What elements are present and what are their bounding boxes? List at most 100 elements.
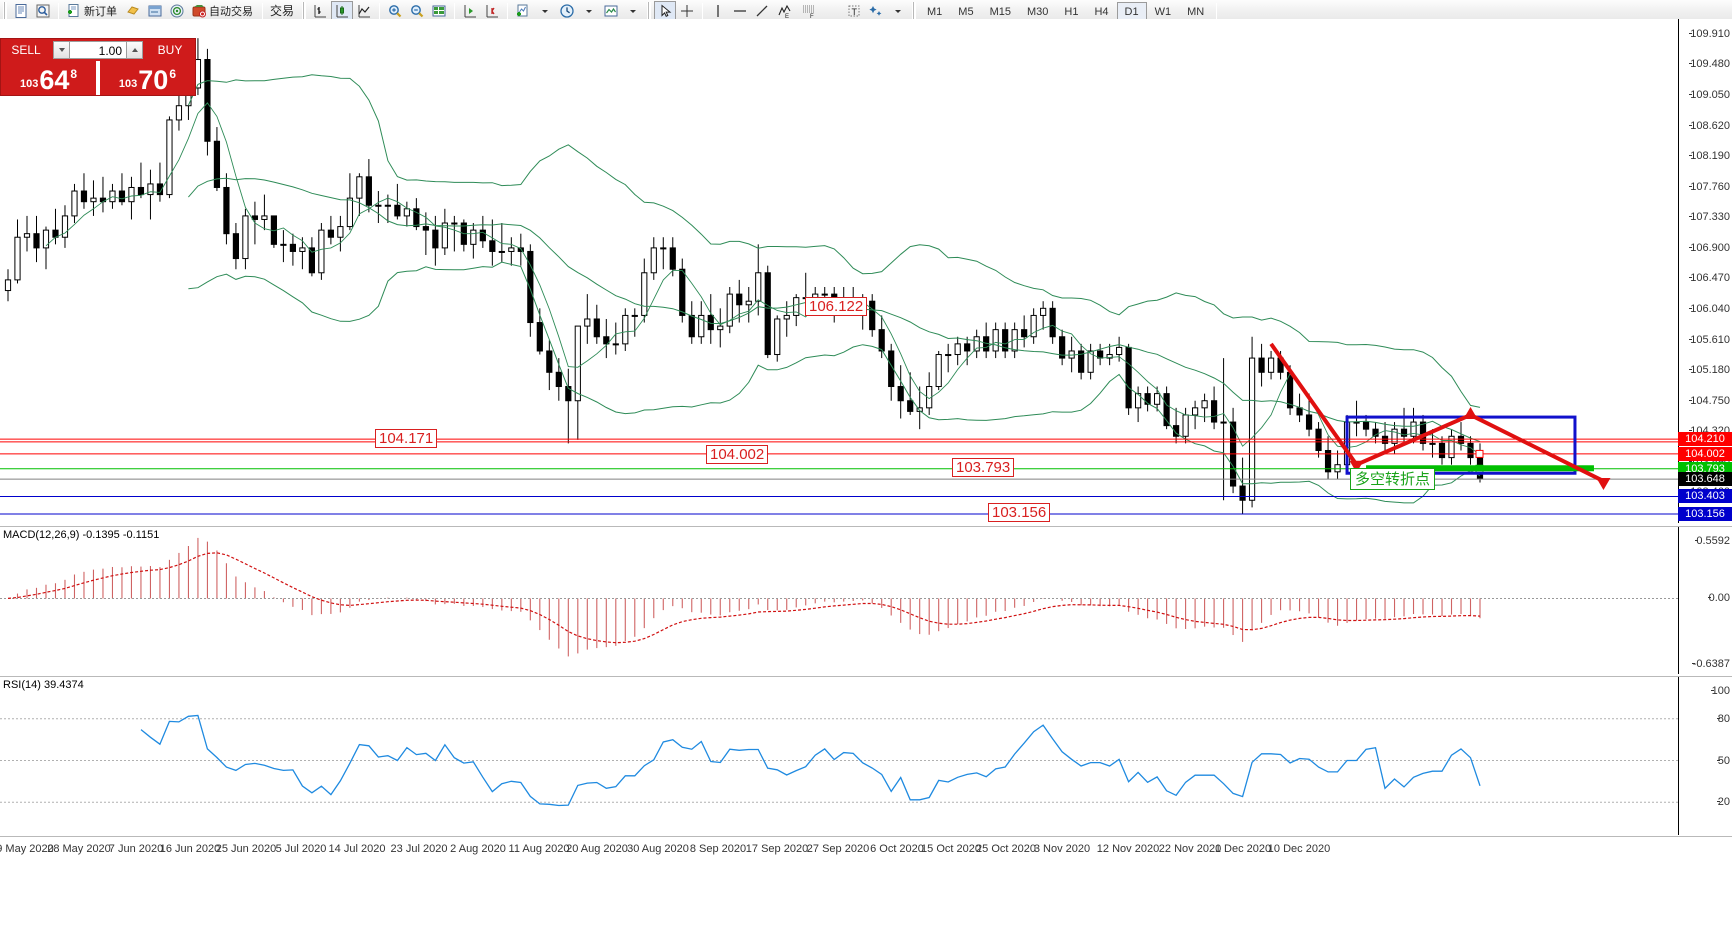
buy-button[interactable]: BUY [145,40,195,60]
timeframe-m5-button[interactable]: M5 [958,5,974,18]
line-chart-icon[interactable] [353,1,375,21]
price-divider [96,61,100,95]
time-axis-label: 12 Nov 2020 [1096,843,1160,855]
buy-price-display[interactable]: 103 70 6 [100,61,195,95]
current-price-label[interactable]: 103.648 [1678,472,1732,487]
resistance-label[interactable]: 104.210 [1678,432,1732,447]
rsi-axis[interactable]: 100 80 50 20 [1678,677,1732,835]
price-axis[interactable]: 109.910 109.480 109.050 108.620 108.190 107.7… [1678,19,1732,523]
periods-clock-icon[interactable] [556,1,578,21]
rsi-plot-area[interactable] [0,677,1678,835]
fibonacci-tool-icon[interactable]: F [797,1,821,21]
price-tick: 109.910 [1689,27,1730,40]
svg-text:F: F [810,14,814,19]
trade-tab-label: 交易 [270,4,295,18]
data-window-icon[interactable] [428,1,450,21]
zoom-in-icon[interactable] [384,1,406,21]
sell-price-integer: 103 [19,78,39,90]
time-axis-label: 9 May 2020 [0,843,54,855]
indicators-dropdown-arrow-icon[interactable] [534,1,556,21]
expert-advisors-icon[interactable] [122,1,144,21]
indicators-add-icon[interactable] [512,1,534,21]
tag-103156: 103.156 [988,503,1051,522]
rsi-tick: 50 [1716,754,1730,767]
new-chart-icon[interactable] [10,1,32,21]
elliott-wave-tool-icon[interactable]: E [773,1,797,21]
horizontal-line-tool-icon[interactable] [729,1,751,21]
toolbar-grip-2[interactable] [302,2,307,19]
price-chart-panel[interactable]: 106.122 104.171 104.002 103.793 103.156 … [0,19,1732,523]
vertical-line-tool-icon[interactable] [707,1,729,21]
time-axis[interactable]: 9 May 2020 28 May 2020 7 Jun 2020 16 Jun 20… [0,836,1732,943]
auto-trading-button[interactable]: 自动交易 [188,1,258,21]
timeframe-m30-button[interactable]: M30 [1026,5,1049,18]
lot-size-stepper[interactable]: 1.00 [53,41,143,59]
macd-axis[interactable]: 0.5592 0.00 -0.6387 [1678,527,1732,674]
toolbar-separator-3 [379,2,381,19]
main-toolbar: 新订单 自动交易 交易 [0,0,1732,22]
cursor-tool-icon[interactable] [654,0,677,21]
label-tool-icon[interactable]: T [843,1,865,21]
timeframe-w1-button[interactable]: W1 [1154,5,1172,18]
price-tick: 105.180 [1689,364,1730,377]
toolbar-separator-7 [1216,2,1218,19]
auto-scroll-icon[interactable] [459,1,481,21]
market-watch-icon[interactable] [32,1,54,21]
toolbar-separator-4 [454,2,456,19]
one-click-trading-panel[interactable]: SELL 1.00 BUY 103 64 8 103 70 [0,38,196,96]
timeframe-mn-button[interactable]: MN [1187,5,1205,18]
shapes-dropdown-arrow-icon[interactable] [887,1,909,21]
order-level-label[interactable]: 104.002 [1678,446,1732,461]
toolbar-grip-1[interactable] [3,2,7,19]
signals-icon[interactable] [166,1,188,21]
templates-dropdown-arrow-icon[interactable] [622,1,644,21]
macd-tick: -0.6387 [1691,657,1730,670]
periods-dropdown-arrow-icon[interactable] [578,1,600,21]
sell-button[interactable]: SELL [1,40,51,60]
toolbar-grip-3[interactable] [647,2,652,19]
sell-price-main: 64 [39,65,70,95]
crosshair-tool-icon[interactable] [676,1,698,21]
rsi-label: RSI(14) 39.4374 [3,679,84,691]
trade-tab-button[interactable]: 交易 [267,1,299,21]
lot-increase-button[interactable] [126,41,143,59]
buy-price-main: 70 [138,65,169,95]
macd-plot-area[interactable] [0,527,1678,674]
toolbar-separator-1 [58,2,59,19]
rsi-tick: 20 [1716,796,1730,809]
timeframe-m1-button[interactable]: M1 [927,5,943,18]
macd-label: MACD(12,26,9) -0.1395 -0.1151 [3,529,160,541]
text-tool-icon[interactable] [821,1,843,21]
chart-shift-icon[interactable] [481,1,503,21]
timeframe-h1-button[interactable]: H1 [1064,5,1079,18]
macd-panel[interactable]: MACD(12,26,9) -0.1395 -0.1151 0.5592 0.00… [0,526,1732,674]
templates-icon[interactable] [600,1,622,21]
timeframe-h4-button[interactable]: H4 [1094,5,1109,18]
one-click-prices-row: 103 64 8 103 70 6 [1,61,195,95]
toolbar-grip-4[interactable] [912,2,917,19]
timeframe-d1-button[interactable]: D1 [1116,1,1147,20]
sell-price-display[interactable]: 103 64 8 [1,61,96,95]
zoom-out-icon[interactable] [406,1,428,21]
rsi-tick: 80 [1716,712,1730,725]
blue-level-label-1[interactable]: 103.403 [1678,489,1732,504]
price-tick: 109.050 [1689,89,1730,102]
candlestick-chart-icon[interactable] [331,0,354,21]
lot-size-input[interactable]: 1.00 [70,41,126,59]
new-order-button[interactable]: 新订单 [63,1,122,21]
price-tick: 107.760 [1689,180,1730,193]
metaeditor-icon[interactable] [144,1,166,21]
rsi-panel[interactable]: RSI(14) 39.4374 100 80 50 20 [0,676,1732,835]
turning-point-note: 多空转折点 [1350,468,1436,490]
shapes-tool-icon[interactable] [865,1,887,21]
bar-chart-icon[interactable] [309,1,331,21]
price-plot-area[interactable]: 106.122 104.171 104.002 103.793 103.156 … [0,19,1678,523]
blue-level-label-2[interactable]: 103.156 [1678,507,1732,522]
timeframe-m15-button[interactable]: M15 [989,5,1011,18]
lot-decrease-button[interactable] [53,41,70,59]
buy-price-integer: 103 [118,78,138,90]
toolbar-separator-5 [507,2,509,19]
auto-trading-label: 自动交易 [209,4,253,18]
trendline-tool-icon[interactable] [751,1,773,21]
